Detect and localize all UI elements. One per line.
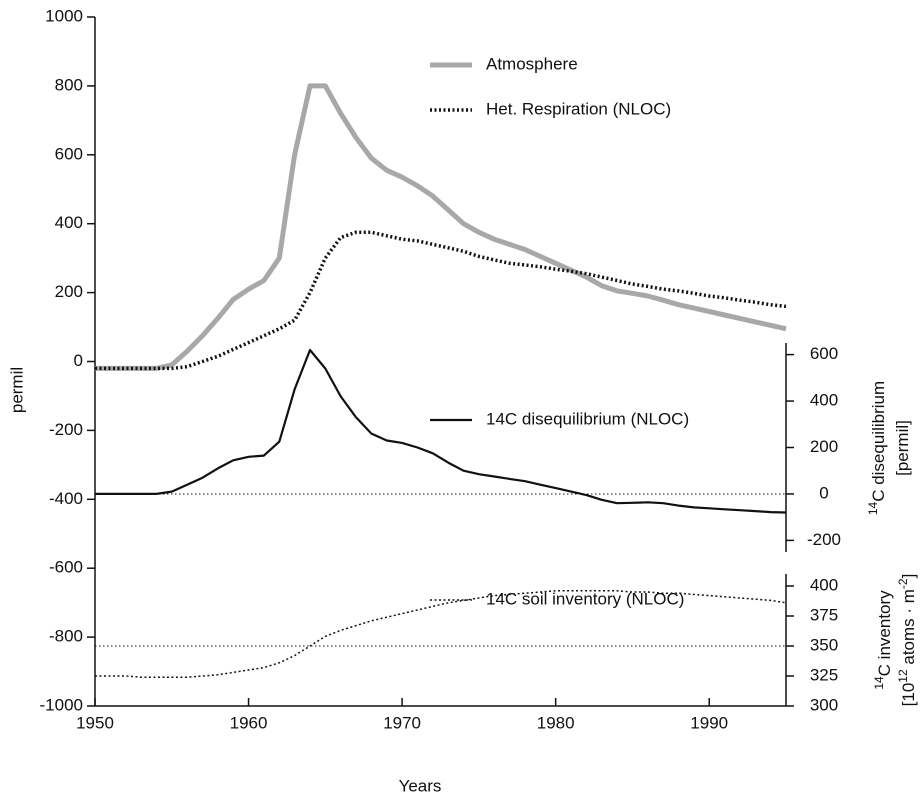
y-tick-label: -800	[49, 627, 83, 646]
y-tick-label: -400	[49, 489, 83, 508]
label-part: 14	[872, 676, 886, 690]
y2-label: 14C disequilibrium	[866, 381, 888, 515]
y-tick-label: -600	[49, 558, 83, 577]
y3-label: [1012 atoms · m-2]	[896, 574, 918, 707]
y-tick-label: 200	[55, 282, 83, 301]
x-tick-label: 1970	[383, 713, 421, 732]
label-part: C disequilibrium	[869, 381, 888, 502]
legend-label: Het. Respiration (NLOC)	[486, 99, 671, 118]
label-part: [permil]	[893, 420, 912, 476]
y3-label: 14C inventory	[872, 590, 894, 690]
y-tick-label: 800	[55, 75, 83, 94]
legend-label: 14C disequilibrium (NLOC)	[486, 409, 689, 428]
label-part: 12	[896, 669, 910, 683]
label-part: -2	[896, 578, 910, 589]
y2-tick-label: 400	[810, 391, 838, 410]
label-part: C inventory	[875, 590, 894, 676]
y2-tick-label: 600	[810, 344, 838, 363]
series-line	[95, 348, 787, 514]
x-tick-label: 1950	[76, 713, 114, 732]
y-tick-label: -1000	[40, 695, 83, 714]
y2-label: [permil]	[893, 420, 912, 476]
series-line	[95, 83, 787, 371]
x-tick-label: 1960	[230, 713, 268, 732]
label-part: 14	[866, 501, 880, 515]
label-part: ]	[899, 574, 918, 579]
y2-tick-label: -200	[807, 530, 841, 549]
y-tick-label: -200	[49, 420, 83, 439]
y3-tick-label: 375	[810, 605, 838, 624]
x-tick-label: 1990	[690, 713, 728, 732]
legend-label: 14C soil inventory (NLOC)	[486, 589, 684, 608]
series-line	[95, 590, 787, 678]
x-axis-label: Years	[399, 776, 442, 795]
y3-tick-label: 400	[810, 575, 838, 594]
y-tick-label: 600	[55, 144, 83, 163]
x-tick-label: 1980	[537, 713, 575, 732]
y-tick-label: 0	[74, 351, 83, 370]
label-part: atoms · m	[899, 589, 918, 669]
series-line	[95, 230, 787, 371]
y-axis-label: permil	[7, 367, 26, 413]
y-tick-label: 1000	[45, 6, 83, 25]
y3-tick-label: 325	[810, 665, 838, 684]
y3-tick-label: 300	[810, 695, 838, 714]
y3-tick-label: 350	[810, 635, 838, 654]
y-tick-label: 400	[55, 213, 83, 232]
y2-tick-label: 0	[819, 483, 828, 502]
label-part: [10	[899, 683, 918, 707]
legend-label: Atmosphere	[486, 54, 578, 73]
y2-tick-label: 200	[810, 437, 838, 456]
